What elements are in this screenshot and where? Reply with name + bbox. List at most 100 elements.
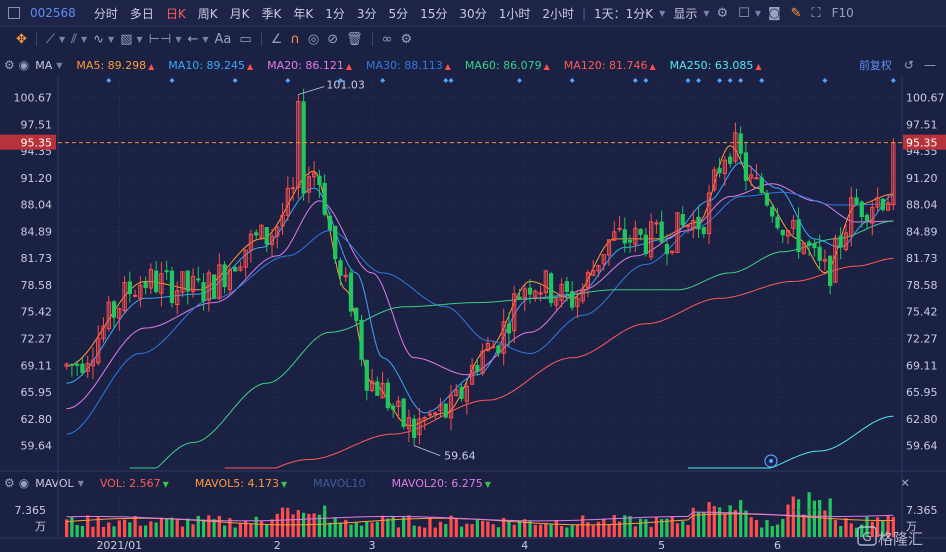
candle-body — [211, 274, 217, 299]
volume-bar — [581, 515, 585, 537]
period-tab-11[interactable]: 30分 — [459, 6, 487, 21]
gear-icon[interactable]: ⚙ — [716, 5, 729, 21]
fullscreen-icon[interactable]: ⛶ — [811, 5, 821, 21]
eye-icon[interactable]: ◎ — [307, 31, 320, 47]
event-marker — [727, 78, 733, 83]
event-marker — [380, 78, 386, 83]
channel-icon[interactable]: ⫽ — [71, 31, 77, 47]
current-price-label-left: 95.35 — [21, 137, 53, 150]
period-tab-0[interactable]: 分时 — [93, 6, 118, 21]
interval-dropdown[interactable]: 1天：1分K — [594, 6, 654, 21]
chevron-down-icon[interactable]: ▼ — [175, 34, 182, 44]
period-tab-2[interactable]: 日K — [165, 6, 186, 21]
magnet-icon[interactable]: ∩ — [290, 31, 300, 47]
chevron-down-icon[interactable]: ▼ — [659, 8, 666, 18]
chevron-down-icon[interactable]: ▼ — [754, 8, 761, 18]
candle-body — [101, 325, 106, 340]
chevron-down-icon[interactable]: ▼ — [59, 34, 66, 44]
volume-bar — [412, 525, 416, 537]
trash-icon[interactable]: 🗑 — [346, 31, 363, 47]
chevron-down-icon[interactable]: ▼ — [80, 34, 88, 44]
period-tab-8[interactable]: 3分 — [356, 6, 377, 21]
chevron-down-icon[interactable]: ▼ — [56, 60, 63, 70]
candle-body — [538, 292, 543, 295]
adjust-mode-button[interactable]: 前复权 — [858, 59, 892, 72]
period-tab-4[interactable]: 月K — [229, 6, 250, 21]
period-tab-5[interactable]: 季K — [261, 6, 282, 21]
settings-icon[interactable]: ⚙ — [400, 31, 413, 47]
minus-icon[interactable]: — — [924, 58, 936, 72]
candle-body — [364, 359, 369, 391]
f10-button[interactable]: F10 — [831, 6, 854, 20]
arrow-icon[interactable]: ← — [187, 31, 199, 47]
link-icon[interactable]: ∞ — [381, 31, 393, 47]
text-icon[interactable]: Aa — [214, 31, 232, 47]
volume-bar — [775, 524, 780, 537]
period-tab-13[interactable]: 2小时 — [542, 6, 574, 21]
candle-body — [201, 282, 206, 302]
period-tab-3[interactable]: 周K — [197, 6, 218, 21]
ruler-icon[interactable]: ∠ — [270, 31, 283, 47]
period-tab-1[interactable]: 多日 — [129, 6, 154, 21]
checkbox-square-icon[interactable] — [8, 7, 20, 19]
volume-bar — [349, 524, 353, 537]
volume-bar — [875, 517, 880, 537]
candle-body — [743, 152, 749, 181]
ma-legend-items: MA5: 89.298 ▲ MA10: 89.245 ▲ MA20: 86.121 ▲ MA… — [76, 59, 775, 72]
candle-body — [675, 212, 680, 254]
ma-value: 89.298 — [107, 58, 147, 72]
chevron-down-icon[interactable]: ▼ — [77, 478, 84, 488]
chevron-down-icon[interactable]: ▼ — [108, 34, 115, 44]
camera-icon[interactable]: ◙ — [767, 5, 781, 21]
period-tab-9[interactable]: 5分 — [388, 6, 409, 21]
volume-bar — [665, 518, 669, 537]
close-icon[interactable]: ✕ — [899, 476, 910, 490]
display-dropdown[interactable]: 显示 — [673, 6, 698, 21]
checkbox-icon[interactable]: ☐ — [738, 5, 750, 21]
range-icon[interactable]: ⊢⊣ — [148, 31, 172, 47]
undo-icon[interactable]: ↺ — [903, 58, 914, 72]
eye-icon[interactable]: ◉ — [18, 58, 30, 72]
wave-icon[interactable]: ∿ — [93, 31, 105, 47]
volume-bar — [154, 522, 158, 537]
y-tick-label-left: 84.89 — [21, 225, 53, 238]
volume-bar — [533, 524, 537, 537]
volume-bar — [660, 519, 664, 537]
candle-body — [791, 220, 796, 229]
gear-icon[interactable]: ⚙ — [4, 58, 15, 72]
period-tab-10[interactable]: 15分 — [420, 6, 448, 21]
ma-legend-item: MA30: 88.113 ▲ — [366, 59, 451, 72]
candle-body — [422, 417, 427, 421]
volume-bar — [407, 515, 411, 537]
fib-icon[interactable]: ▧ — [120, 31, 133, 47]
period-tab-7[interactable]: 1分 — [325, 6, 345, 21]
volume-bar — [881, 520, 885, 537]
volume-bar — [528, 520, 532, 537]
volume-bar — [538, 524, 543, 537]
hide-icon[interactable]: ⊘ — [327, 31, 339, 47]
chevron-down-icon[interactable]: ▼ — [703, 8, 710, 18]
gear-icon[interactable]: ⚙ — [4, 476, 15, 490]
y-tick-label-left: 78.58 — [21, 279, 53, 292]
eye-icon[interactable]: ◉ — [18, 476, 30, 490]
period-tab-6[interactable]: 年K — [293, 6, 314, 21]
volume-bar — [786, 504, 790, 537]
chevron-down-icon[interactable]: ▼ — [202, 34, 209, 44]
line-icon[interactable]: ⟋ — [45, 31, 56, 47]
candle-body — [475, 365, 480, 372]
pen-icon[interactable]: ✎ — [790, 5, 802, 21]
candle-body — [259, 224, 264, 239]
period-tab-12[interactable]: 1小时 — [498, 6, 531, 21]
volume-bar — [702, 512, 706, 537]
candle-body — [806, 241, 812, 246]
candle-body — [159, 273, 164, 294]
min-annotation-line — [414, 445, 441, 456]
y-tick-label-left: 100.67 — [14, 92, 53, 105]
candle-body — [469, 364, 475, 385]
candle-body — [369, 380, 375, 392]
chevron-down-icon[interactable]: ▼ — [136, 34, 143, 44]
crosshair-icon[interactable]: ✥ — [16, 31, 27, 47]
candle-body — [269, 235, 275, 245]
comment-icon[interactable]: ▭ — [239, 31, 252, 47]
